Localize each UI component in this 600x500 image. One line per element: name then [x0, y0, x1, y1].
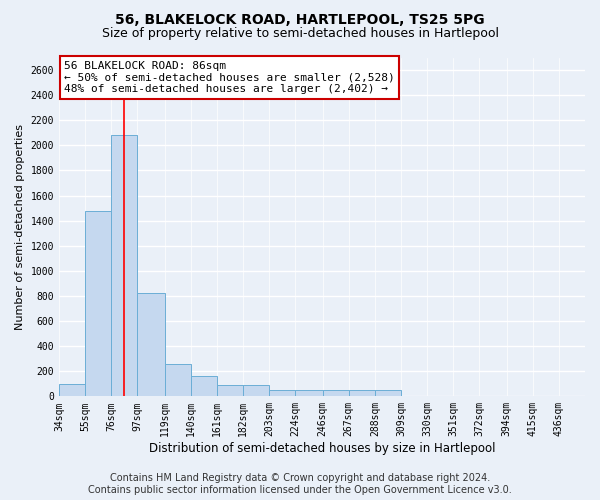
Bar — [375, 390, 401, 396]
Bar — [111, 136, 137, 396]
Bar — [269, 390, 295, 396]
Bar — [191, 376, 217, 396]
Bar — [217, 385, 243, 396]
Text: Size of property relative to semi-detached houses in Hartlepool: Size of property relative to semi-detach… — [101, 28, 499, 40]
Bar — [295, 390, 323, 396]
Bar — [85, 210, 111, 396]
Text: Contains HM Land Registry data © Crown copyright and database right 2024.
Contai: Contains HM Land Registry data © Crown c… — [88, 474, 512, 495]
Text: 56, BLAKELOCK ROAD, HARTLEPOOL, TS25 5PG: 56, BLAKELOCK ROAD, HARTLEPOOL, TS25 5PG — [115, 12, 485, 26]
Bar — [323, 390, 349, 396]
Bar — [59, 384, 85, 396]
Bar — [137, 294, 164, 397]
Text: 56 BLAKELOCK ROAD: 86sqm
← 50% of semi-detached houses are smaller (2,528)
48% o: 56 BLAKELOCK ROAD: 86sqm ← 50% of semi-d… — [64, 61, 395, 94]
Y-axis label: Number of semi-detached properties: Number of semi-detached properties — [15, 124, 25, 330]
Bar — [164, 364, 191, 396]
Bar — [243, 385, 269, 396]
Bar — [349, 390, 375, 396]
X-axis label: Distribution of semi-detached houses by size in Hartlepool: Distribution of semi-detached houses by … — [149, 442, 495, 455]
